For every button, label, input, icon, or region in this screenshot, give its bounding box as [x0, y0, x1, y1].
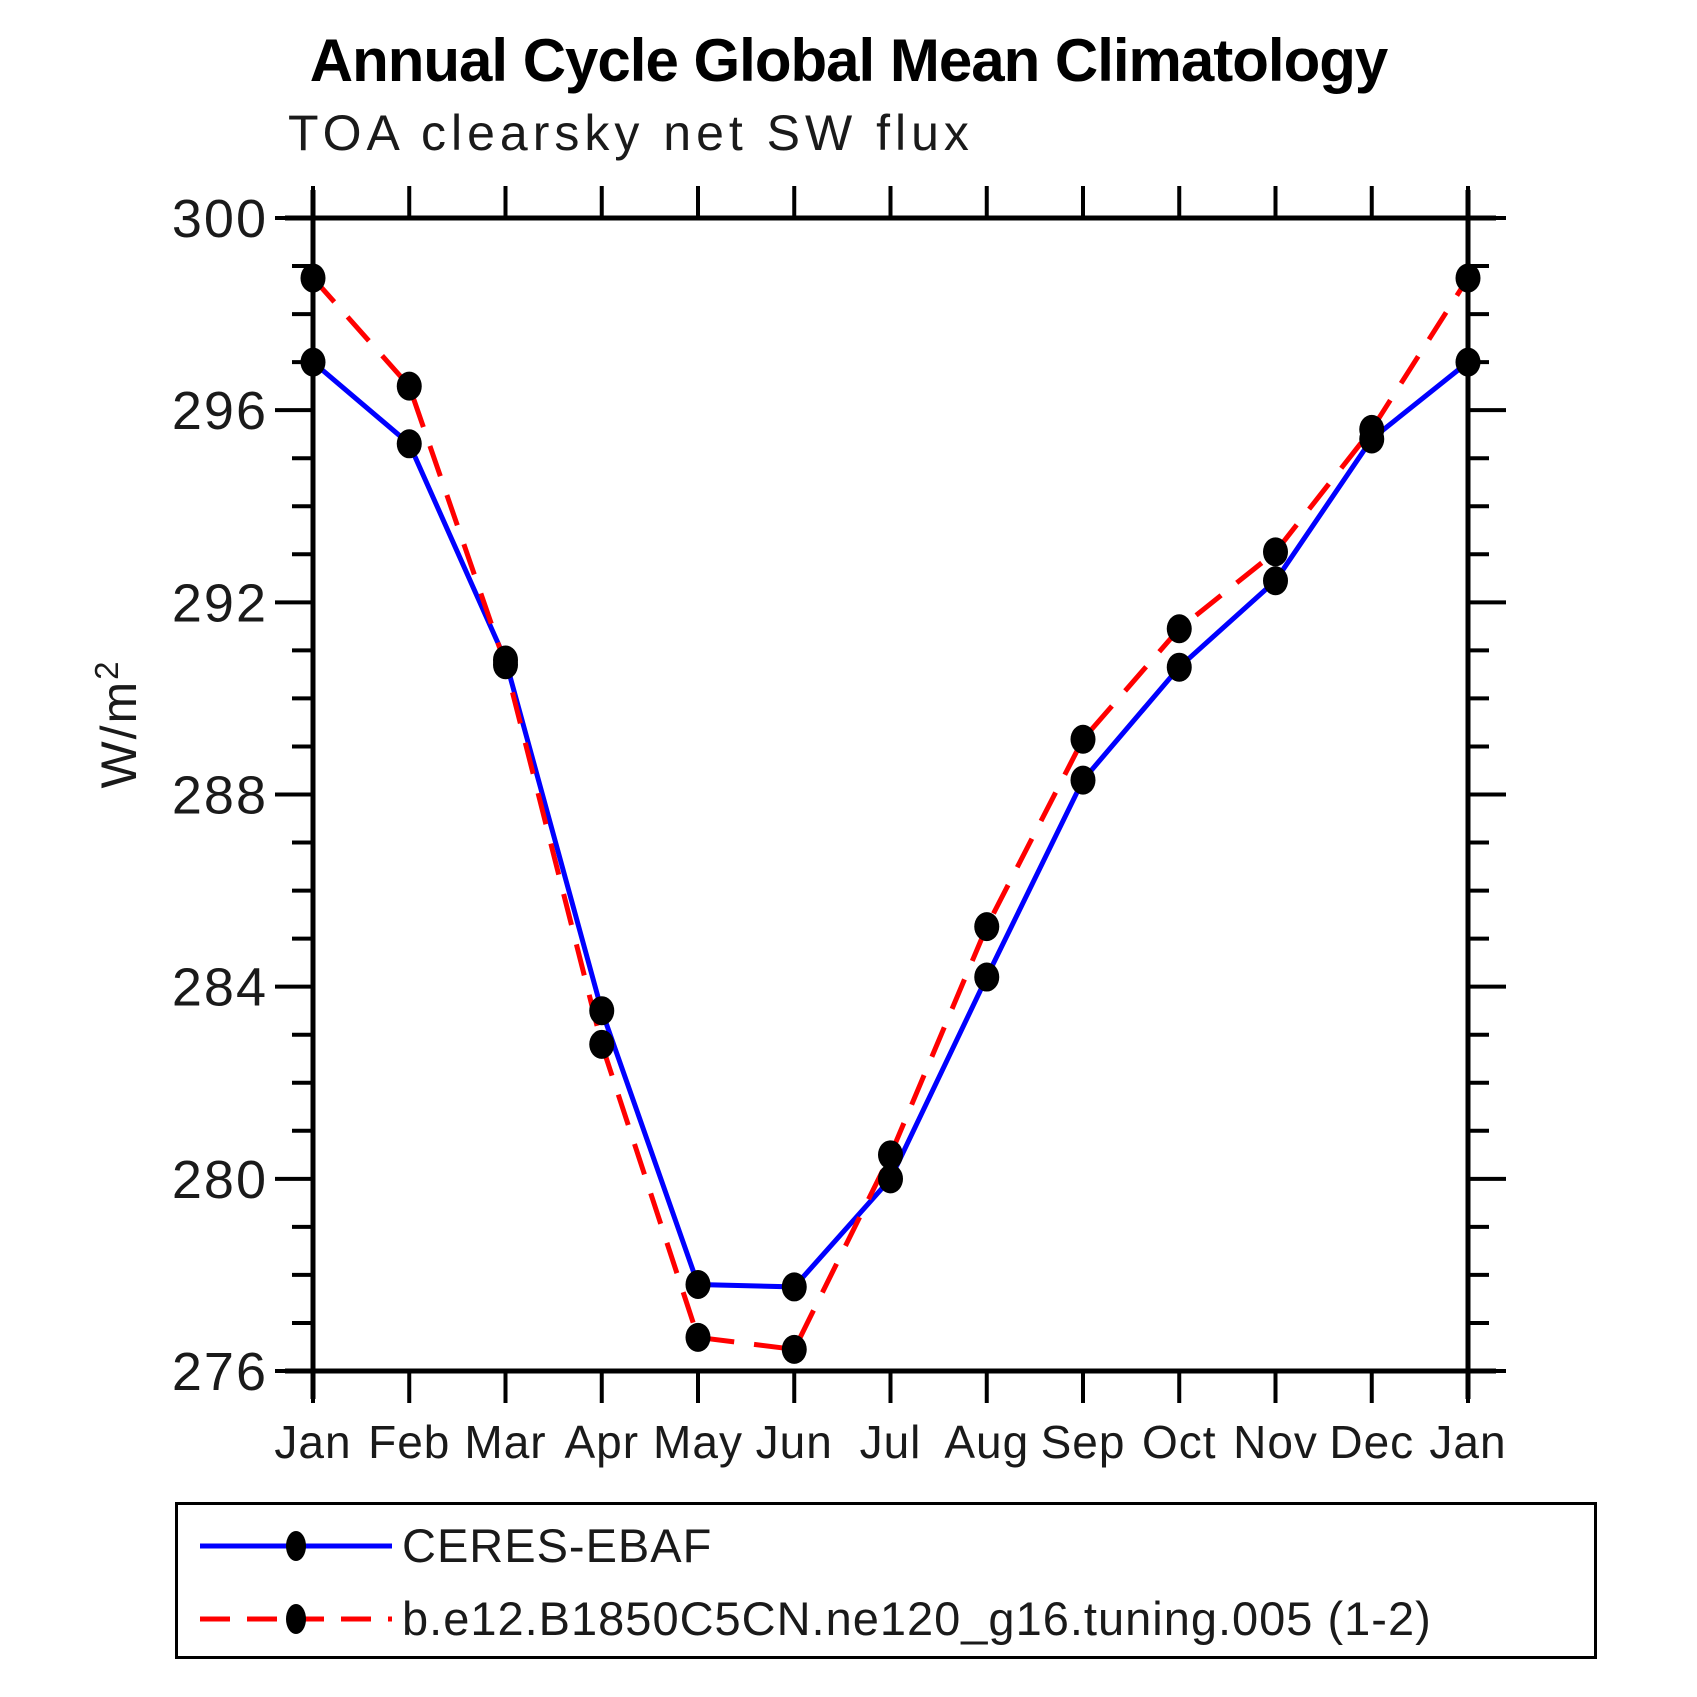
- x-tick-label: Oct: [1142, 1416, 1217, 1468]
- data-point: [1455, 263, 1481, 293]
- legend-marker-dot-icon: [286, 1604, 306, 1634]
- chart-subtitle: TOA clearsky net SW flux: [288, 105, 974, 161]
- legend: CERES-EBAF b.e12.B1850C5CN.ne120_g16.tun…: [175, 1502, 1597, 1659]
- y-tick-label: 280: [172, 1150, 268, 1210]
- data-point: [1263, 566, 1288, 596]
- chart-title: Annual Cycle Global Mean Climatology: [309, 27, 1389, 94]
- legend-sample-line-icon: [200, 1604, 392, 1634]
- x-tick-label: Nov: [1233, 1416, 1318, 1468]
- data-point: [396, 371, 422, 401]
- data-point: [300, 263, 326, 293]
- y-tick-label: 284: [172, 958, 268, 1018]
- data-point: [974, 912, 1000, 942]
- x-tick-label: Aug: [944, 1416, 1029, 1468]
- x-tick-label: Jan: [274, 1416, 351, 1468]
- y-axis-ticks: 276 280 284 288 292 296 300: [172, 189, 1506, 1402]
- data-point: [1070, 724, 1096, 754]
- y-axis-title-text: W/m: [91, 679, 147, 789]
- series-markers-1: [300, 263, 1481, 1364]
- x-axis-ticks: Jan Feb Mar Apr May Jun Jul Aug Sep Oct Nov Dec Jan: [274, 186, 1506, 1468]
- y-axis-title-exponent: 2: [88, 659, 125, 680]
- legend-sample-line-icon: [200, 1531, 392, 1561]
- data-point: [1359, 414, 1385, 444]
- legend-entry-ceres: CERES-EBAF: [196, 1514, 712, 1578]
- data-point: [1263, 537, 1288, 567]
- data-point: [396, 429, 422, 459]
- legend-label-model: b.e12.B1850C5CN.ne120_g16.tuning.005 (1-…: [402, 1592, 1432, 1645]
- data-point: [1455, 347, 1481, 377]
- x-tick-label: Jan: [1429, 1416, 1506, 1468]
- x-tick-label: Dec: [1329, 1416, 1414, 1468]
- x-tick-label: Jul: [860, 1416, 922, 1468]
- legend-entry-model: b.e12.B1850C5CN.ne120_g16.tuning.005 (1-…: [196, 1587, 1432, 1651]
- data-point: [878, 1164, 903, 1194]
- data-point: [781, 1272, 807, 1302]
- data-point: [300, 347, 326, 377]
- data-point: [589, 996, 615, 1026]
- data-point: [1166, 652, 1192, 682]
- legend-marker-dot-icon: [286, 1531, 306, 1561]
- data-point: [493, 650, 518, 680]
- x-tick-label: Jun: [756, 1416, 833, 1468]
- x-tick-label: Feb: [368, 1416, 450, 1468]
- x-tick-label: May: [653, 1416, 743, 1468]
- data-point: [781, 1334, 807, 1364]
- y-tick-label: 292: [172, 573, 268, 633]
- data-point: [878, 1140, 903, 1170]
- y-tick-label: 296: [172, 381, 268, 441]
- y-tick-label: 288: [172, 766, 268, 826]
- data-point: [974, 962, 1000, 992]
- y-axis-title: W/m2: [88, 659, 148, 788]
- x-tick-label: Mar: [464, 1416, 546, 1468]
- y-tick-label: 276: [172, 1342, 268, 1402]
- data-point: [589, 1029, 615, 1059]
- plot-frame: [285, 190, 1496, 1399]
- legend-label-ceres: CERES-EBAF: [402, 1519, 713, 1572]
- data-point: [685, 1322, 711, 1352]
- x-tick-label: Sep: [1041, 1416, 1126, 1468]
- x-tick-label: Apr: [564, 1416, 639, 1468]
- data-point: [1166, 614, 1192, 644]
- data-point: [685, 1270, 711, 1300]
- y-tick-label: 300: [172, 189, 268, 249]
- data-point: [1070, 765, 1096, 795]
